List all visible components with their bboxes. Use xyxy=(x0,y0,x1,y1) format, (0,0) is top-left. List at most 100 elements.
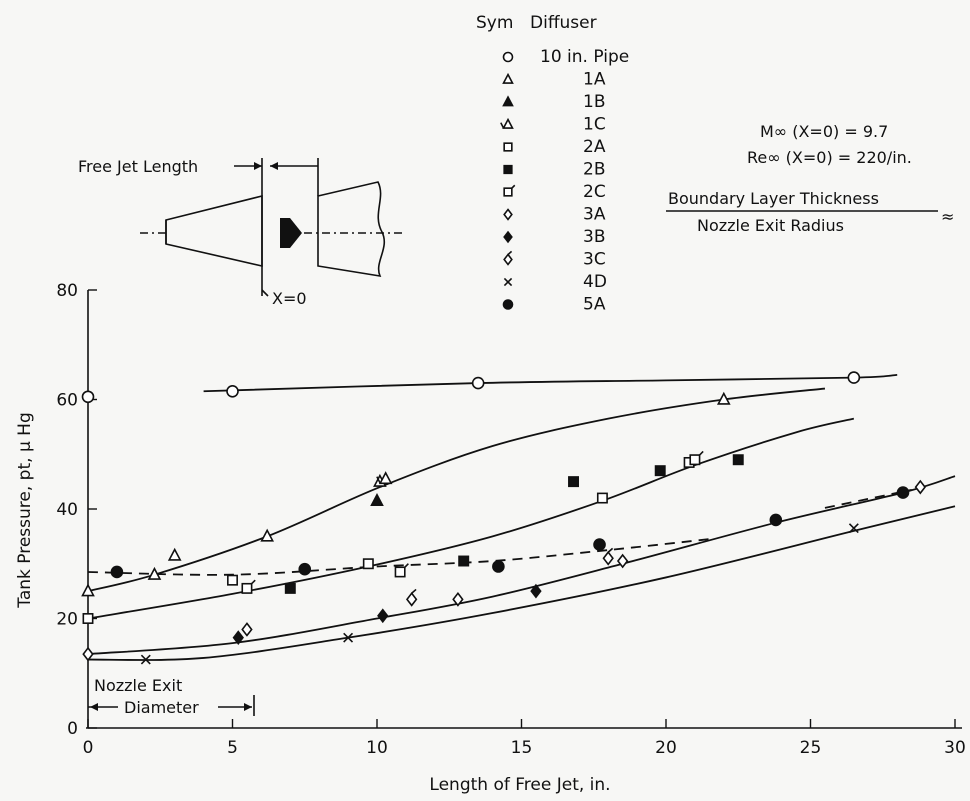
legend-marker-2b xyxy=(503,164,513,175)
legend-label-1a: 1A xyxy=(583,70,606,90)
x-tick-label: 20 xyxy=(655,738,677,758)
y-tick-label: 40 xyxy=(56,500,78,520)
point-5a xyxy=(769,513,783,527)
point-2c xyxy=(689,450,704,466)
ratio-symbol: ≈ xyxy=(941,207,954,226)
point-3a xyxy=(241,622,253,637)
point-4d xyxy=(343,632,354,643)
point-3a xyxy=(452,591,464,607)
x-ticks: 0 5 10 15 20 25 30 xyxy=(83,719,966,758)
legend-label-2c: 2C xyxy=(583,182,606,202)
point-4d xyxy=(848,523,859,534)
point-3a xyxy=(914,479,927,495)
legend-label-3b: 3B xyxy=(583,227,605,247)
legend-marker-10-in-pipe xyxy=(502,51,514,63)
point-5a xyxy=(593,538,606,551)
point-10-in-pipe xyxy=(847,371,861,384)
nozzle-exit-annotation: Nozzle Exit Diameter xyxy=(88,676,255,717)
point-3a xyxy=(82,646,94,662)
legend-header-diffuser: Diffuser xyxy=(530,13,597,33)
point-1a xyxy=(147,566,162,580)
flow-conditions: M∞ (X=0) = 9.7 Re∞ (X=0) = 220/in. Bound… xyxy=(666,122,954,235)
data-points xyxy=(81,371,927,665)
legend-marker-1b xyxy=(502,95,514,107)
legend-marker-3c xyxy=(503,250,513,266)
x-axis-title: Length of Free Jet, in. xyxy=(429,775,610,795)
ratio-denominator: Nozzle Exit Radius xyxy=(697,216,844,235)
legend-label-1b: 1B xyxy=(583,92,605,112)
fit-curve-1 xyxy=(203,373,898,393)
point-2b xyxy=(458,555,470,567)
point-3b xyxy=(530,583,542,599)
legend-marker-2a xyxy=(503,142,513,152)
point-3c xyxy=(602,547,614,566)
point-5a xyxy=(896,486,910,499)
point-5a xyxy=(298,562,312,576)
point-2a xyxy=(82,613,94,624)
point-1a xyxy=(716,391,731,405)
point-2b xyxy=(732,454,744,466)
point-2b xyxy=(568,476,579,488)
ratio-numerator: Boundary Layer Thickness xyxy=(668,189,879,208)
point-4d xyxy=(140,654,151,665)
legend-marker-1a xyxy=(502,72,514,84)
point-10-in-pipe xyxy=(226,384,239,398)
legend-label-4d: 4D xyxy=(583,272,607,292)
legend-marker-3b xyxy=(503,230,513,244)
nozzle-diffuser-sketch: Free Jet Length X=0 xyxy=(78,157,406,308)
fit-curve-5 xyxy=(87,505,956,661)
point-1b xyxy=(370,493,384,506)
point-1a xyxy=(167,547,182,561)
point-2b xyxy=(284,582,296,594)
free-jet-arrow-right-icon xyxy=(270,162,278,170)
y-tick-label: 20 xyxy=(56,610,78,630)
legend-label-1c: 1C xyxy=(583,115,606,135)
nozzle-shape xyxy=(165,194,263,268)
point-1a xyxy=(260,528,275,542)
x0-label: X=0 xyxy=(272,289,307,308)
point-5a xyxy=(110,565,124,579)
point-1c xyxy=(376,471,393,485)
nozzle-exit-arrow-right-icon xyxy=(244,703,252,711)
point-2c xyxy=(394,563,409,578)
legend-label-3a: 3A xyxy=(583,205,606,225)
point-2c xyxy=(241,579,256,594)
point-2a xyxy=(362,558,374,570)
point-1a xyxy=(81,583,95,597)
legend-label-2b: 2B xyxy=(583,160,605,180)
point-10-in-pipe xyxy=(81,390,95,404)
point-2b xyxy=(654,465,666,477)
x-tick-label: 30 xyxy=(944,738,966,758)
point-3b xyxy=(232,630,244,646)
mach-condition: M∞ (X=0) = 9.7 xyxy=(760,122,888,141)
point-5a xyxy=(492,560,505,573)
point-3a xyxy=(616,553,629,569)
x-tick-label: 25 xyxy=(800,738,822,758)
fit-curve-2 xyxy=(87,387,826,592)
x-tick-label: 5 xyxy=(227,738,238,758)
x-tick-label: 15 xyxy=(511,738,533,758)
legend-marker-2c xyxy=(503,184,516,197)
legend-label-10-in-pipe: 10 in. Pipe xyxy=(540,47,629,67)
legend-marker-5a xyxy=(502,299,514,310)
point-3c xyxy=(405,588,418,607)
fit-curve-4 xyxy=(87,475,956,655)
x0-leader xyxy=(261,289,269,297)
fit-curves xyxy=(87,373,956,661)
nozzle-exit-line1: Nozzle Exit xyxy=(94,676,182,695)
y-tick-label: 60 xyxy=(56,391,78,411)
point-3b xyxy=(377,608,389,624)
y-tick-label: 0 xyxy=(67,719,78,739)
y-axis-title: Tank Pressure, pt, μ Hg xyxy=(15,412,35,608)
free-jet-arrow-left-icon xyxy=(254,162,262,170)
x-tick-label: 0 xyxy=(83,738,94,758)
point-2a xyxy=(227,574,238,586)
legend-marker-3a xyxy=(503,208,513,221)
reynolds-condition: Re∞ (X=0) = 220/in. xyxy=(747,148,912,167)
legend-label-5a: 5A xyxy=(583,295,606,315)
legend-marker-1c xyxy=(500,117,514,129)
nozzle-exit-line2: Diameter xyxy=(124,698,199,717)
free-jet-length-label: Free Jet Length xyxy=(78,157,198,176)
